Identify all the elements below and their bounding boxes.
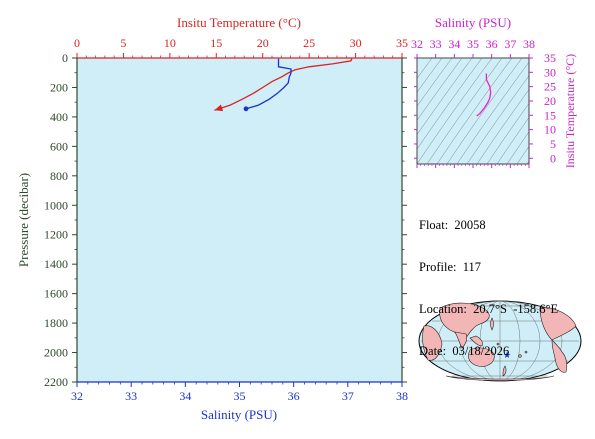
ts-salinity-tick-label: 33 [430, 37, 442, 51]
density-contour [466, 75, 529, 164]
density-contour [417, 58, 473, 136]
density-contour [417, 58, 443, 93]
location-value: 20.7°S -158.6°E [473, 302, 559, 316]
pressure-tick-label: 1400 [44, 257, 68, 271]
temperature-axis-title: Insitu Temperature (°C) [177, 15, 301, 30]
density-contour [436, 58, 513, 164]
profile-plot-area [77, 58, 402, 382]
salinity-tick-label: 36 [288, 389, 300, 403]
world-map: ★ [418, 300, 582, 382]
salinity-axis-title: Salinity (PSU) [201, 407, 277, 422]
density-contour [456, 61, 529, 164]
temperature-tick-label: 10 [164, 36, 176, 50]
density-contour [446, 58, 523, 164]
pressure-tick-label: 1000 [44, 198, 68, 212]
pressure-tick-label: 600 [50, 139, 68, 153]
pressure-axis-title: Pressure (decibar) [16, 173, 31, 267]
ts-temperature-tick-label: 5 [550, 137, 556, 151]
salinity-tick-label: 37 [342, 389, 354, 403]
temperature-tick-label: 0 [74, 36, 80, 50]
salinity-tick-label: 34 [179, 389, 191, 403]
temperature-tick-label: 30 [350, 36, 362, 50]
ts-temperature-tick-label: 0 [550, 151, 556, 165]
temperature-tick-label: 20 [257, 36, 269, 50]
ts-curve [476, 73, 492, 117]
temperature-tick-label: 25 [303, 36, 315, 50]
ts-temperature-tick-label: 35 [544, 51, 556, 65]
ts-salinity-tick-label: 34 [448, 37, 460, 51]
float-info: Float: 20058 Profile: 117 Location: 20.7… [419, 190, 558, 372]
salinity-profile-line [245, 58, 292, 110]
profile-label: Profile: [419, 260, 457, 274]
density-contour [417, 58, 433, 79]
pressure-tick-label: 1200 [44, 228, 68, 242]
salinity-tick-label: 33 [125, 389, 137, 403]
density-contour [417, 58, 493, 164]
ts-temperature-tick-label: 30 [544, 65, 556, 79]
profile-value: 117 [462, 260, 482, 274]
ts-salinity-tick-label: 35 [467, 37, 479, 51]
pressure-tick-label: 1600 [44, 287, 68, 301]
float-location-marker: ★ [503, 350, 511, 360]
ts-salinity-tick-label: 37 [504, 37, 516, 51]
ts-plot-area [417, 58, 529, 164]
salinity-tick-label: 35 [234, 389, 246, 403]
ts-temperature-tick-label: 20 [544, 94, 556, 108]
pressure-tick-label: 2000 [44, 346, 68, 360]
profile-series [214, 58, 353, 112]
ts-salinity-axis-title: Salinity (PSU) [435, 15, 511, 30]
salinity-tick-label: 38 [396, 389, 408, 403]
density-contour [426, 58, 503, 164]
pressure-tick-label: 0 [62, 51, 68, 65]
float-line: Float: 20058 [419, 218, 558, 232]
density-contour [486, 102, 529, 164]
ts-temperature-tick-label: 10 [544, 123, 556, 137]
ts-salinity-tick-labels: 32 33 34 35 36 37 38 [411, 37, 535, 168]
density-contour [417, 58, 483, 150]
ts-salinity-tick-label: 32 [411, 37, 423, 51]
temperature-tick-label: 5 [120, 36, 126, 50]
density-contour [496, 117, 529, 164]
salinity-profile-endpoint [243, 106, 249, 112]
ts-temperature-tick-label: 15 [544, 108, 556, 122]
pressure-tick-label: 2200 [44, 375, 68, 389]
map-land [422, 302, 577, 381]
density-contour [506, 131, 529, 164]
pressure-tick-label: 800 [50, 169, 68, 183]
temperature-profile-arrowhead [214, 104, 224, 112]
ts-temperature-tick-label: 25 [544, 80, 556, 94]
salinity-tick-labels: 32 33 34 35 36 37 38 [71, 382, 408, 403]
density-contour [417, 58, 463, 121]
pressure-tick-label: 400 [50, 110, 68, 124]
pressure-tick-label: 200 [50, 80, 68, 94]
density-contour [476, 89, 529, 164]
ts-salinity-tick-label: 36 [486, 37, 498, 51]
location-label: Location: [419, 302, 467, 316]
density-contour [526, 160, 529, 164]
date-label: Date: [419, 344, 447, 358]
salinity-tick-label: 32 [71, 389, 83, 403]
float-label: Float: [419, 218, 449, 232]
float-value: 20058 [454, 218, 486, 232]
density-contour [417, 58, 453, 107]
ts-series [476, 73, 492, 117]
pressure-tick-labels: 0 200 400 600 800 1000 1200 1400 1600 1800 2000 220… [44, 51, 407, 389]
ts-temperature-axis-title: Insitu Temperature (°C) [563, 54, 577, 168]
temperature-tick-labels: 0 5 10 15 20 25 30 35 [74, 36, 408, 58]
density-contour [516, 145, 529, 164]
density-contours [417, 58, 529, 164]
ts-salinity-tick-label: 38 [523, 37, 535, 51]
temperature-tick-label: 15 [210, 36, 222, 50]
profile-plot: 0 5 10 15 20 25 30 35 32 33 34 35 36 37 38 0 200 400 600… [16, 15, 408, 422]
location-line: Location: 20.7°S -158.6°E [419, 302, 558, 316]
temperature-profile-line [214, 58, 353, 111]
temperature-tick-label: 35 [396, 36, 408, 50]
date-line: Date: 03/18/2026 [419, 344, 558, 358]
profile-line: Profile: 117 [419, 260, 558, 274]
pressure-tick-label: 1800 [44, 316, 68, 330]
date-value: 03/18/2026 [452, 344, 510, 358]
